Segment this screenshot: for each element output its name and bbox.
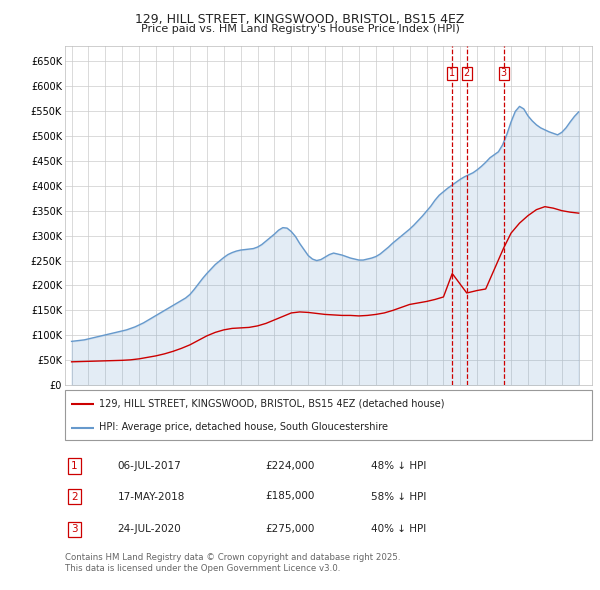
Text: £224,000: £224,000 xyxy=(265,461,314,471)
Text: 24-JUL-2020: 24-JUL-2020 xyxy=(118,525,181,535)
Text: Price paid vs. HM Land Registry's House Price Index (HPI): Price paid vs. HM Land Registry's House … xyxy=(140,24,460,34)
Text: 06-JUL-2017: 06-JUL-2017 xyxy=(118,461,181,471)
Text: 129, HILL STREET, KINGSWOOD, BRISTOL, BS15 4EZ: 129, HILL STREET, KINGSWOOD, BRISTOL, BS… xyxy=(136,13,464,26)
Text: 3: 3 xyxy=(500,68,506,78)
Text: 58% ↓ HPI: 58% ↓ HPI xyxy=(371,491,426,502)
Text: Contains HM Land Registry data © Crown copyright and database right 2025.
This d: Contains HM Land Registry data © Crown c… xyxy=(65,553,400,573)
Text: 2: 2 xyxy=(464,68,470,78)
Text: £185,000: £185,000 xyxy=(265,491,314,502)
Text: £275,000: £275,000 xyxy=(265,525,314,535)
Text: HPI: Average price, detached house, South Gloucestershire: HPI: Average price, detached house, Sout… xyxy=(99,422,388,432)
Text: 129, HILL STREET, KINGSWOOD, BRISTOL, BS15 4EZ (detached house): 129, HILL STREET, KINGSWOOD, BRISTOL, BS… xyxy=(99,399,445,409)
Text: 1: 1 xyxy=(71,461,77,471)
Text: 1: 1 xyxy=(449,68,455,78)
Text: 3: 3 xyxy=(71,525,77,535)
FancyBboxPatch shape xyxy=(65,390,592,440)
Text: 2: 2 xyxy=(71,491,77,502)
Text: 40% ↓ HPI: 40% ↓ HPI xyxy=(371,525,426,535)
Text: 17-MAY-2018: 17-MAY-2018 xyxy=(118,491,185,502)
Text: 48% ↓ HPI: 48% ↓ HPI xyxy=(371,461,426,471)
